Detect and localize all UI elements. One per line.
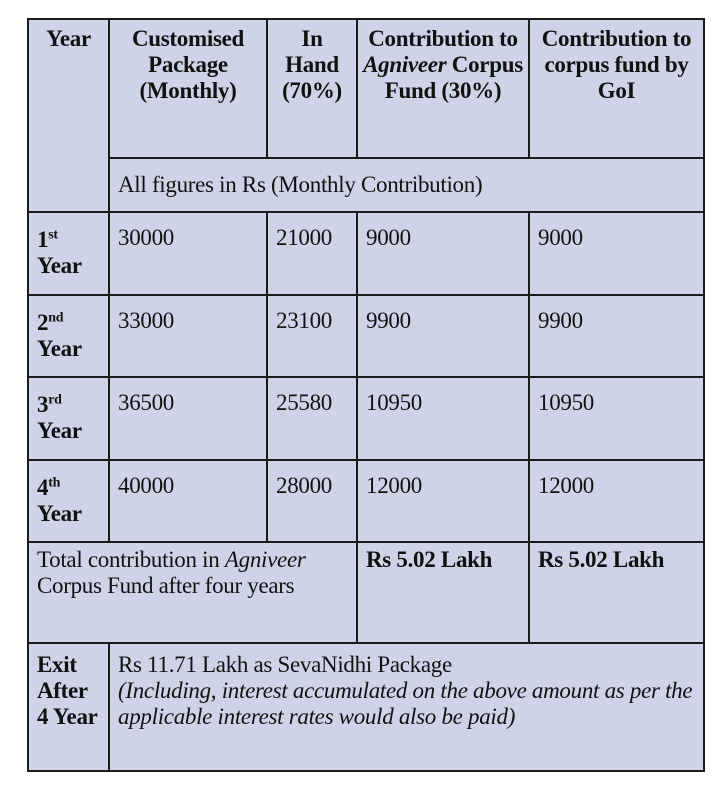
cell-package: 36500: [108, 376, 268, 461]
exit-label: Exit After 4 Year: [27, 642, 110, 772]
header-corpus-pre: Contribution to: [368, 26, 518, 51]
cell-goi: 10950: [528, 376, 705, 461]
table-row: 4th Year 40000 28000 12000 12000: [27, 459, 705, 543]
header-corpus-post: Corpus Fund (30%): [384, 52, 523, 103]
exit-amount: Rs 11.71 Lakh as SevaNidhi Package: [118, 652, 452, 677]
total-label: Total contribution in Agniveer Corpus Fu…: [27, 541, 358, 644]
table-row: 3rd Year 36500 25580 10950 10950: [27, 376, 705, 461]
row-year: 2nd Year: [27, 294, 110, 378]
exit-note: (Including, interest accumulated on the …: [118, 678, 693, 729]
exit-details: Rs 11.71 Lakh as SevaNidhi Package (Inclu…: [108, 642, 705, 772]
cell-package: 33000: [108, 294, 268, 378]
cell-goi: 9900: [528, 294, 705, 378]
cell-corpus: 12000: [356, 459, 530, 543]
cell-goi: 12000: [528, 459, 705, 543]
cell-in-hand: 23100: [266, 294, 358, 378]
table-row: 2nd Year 33000 23100 9900 9900: [27, 294, 705, 378]
row-year: 3rd Year: [27, 376, 110, 461]
header-package: Customised Package (Monthly): [108, 18, 268, 159]
cell-in-hand: 28000: [266, 459, 358, 543]
header-corpus-contribution: Contribution to Agniveer Corpus Fund (30…: [356, 18, 530, 159]
row-year: 4th Year: [27, 459, 110, 543]
total-row: Total contribution in Agniveer Corpus Fu…: [27, 541, 705, 644]
row-year: 1st Year: [27, 211, 110, 296]
units-note: All figures in Rs (Monthly Contribution): [108, 157, 705, 213]
header-goi-contribution: Contribution to corpus fund by GoI: [528, 18, 705, 159]
cell-corpus: 9000: [356, 211, 530, 296]
header-in-hand: In Hand (70%): [266, 18, 358, 159]
cell-in-hand: 21000: [266, 211, 358, 296]
cell-corpus: 10950: [356, 376, 530, 461]
header-year: Year: [27, 18, 110, 213]
cell-package: 40000: [108, 459, 268, 543]
exit-row: Exit After 4 Year Rs 11.71 Lakh as SevaN…: [27, 642, 705, 772]
cell-package: 30000: [108, 211, 268, 296]
cell-in-hand: 25580: [266, 376, 358, 461]
table-row: 1st Year 30000 21000 9000 9000: [27, 211, 705, 296]
cell-corpus: 9900: [356, 294, 530, 378]
total-goi: Rs 5.02 Lakh: [528, 541, 705, 644]
header-corpus-italic: Agniveer: [363, 52, 447, 77]
total-corpus: Rs 5.02 Lakh: [356, 541, 530, 644]
agniveer-package-table: Year Customised Package (Monthly) In Han…: [27, 18, 705, 772]
cell-goi: 9000: [528, 211, 705, 296]
